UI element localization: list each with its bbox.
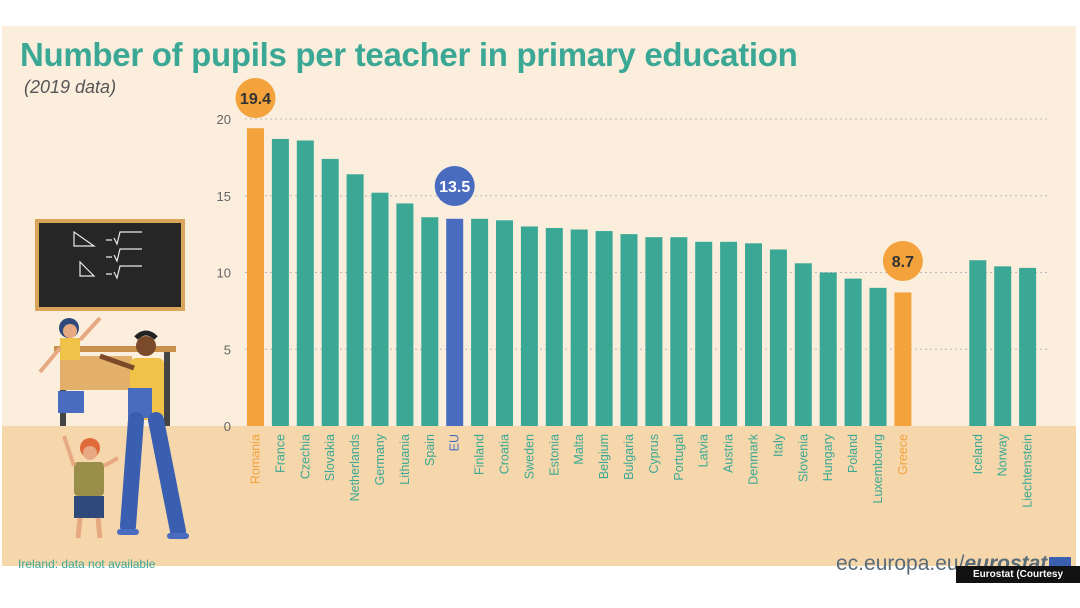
bar: [670, 237, 688, 426]
bar: [421, 217, 439, 426]
category-label: Netherlands: [348, 434, 362, 501]
source-domain: ec.europa.eu/: [836, 552, 965, 575]
chart-subtitle: (2019 data): [24, 77, 117, 97]
category-label: Portugal: [672, 434, 686, 481]
blackboard: [35, 219, 185, 311]
category-label: EU: [448, 434, 462, 451]
category-label: Estonia: [547, 434, 561, 476]
category-labels: Romania France Czechia Slovakia Netherlands G…: [249, 433, 1035, 507]
bar: [371, 192, 389, 426]
chart-title: Number of pupils per teacher in primary …: [20, 36, 798, 73]
data-label: 8.7: [892, 254, 914, 271]
data-label: 13.5: [439, 179, 470, 196]
category-label: Bulgaria: [622, 434, 636, 480]
bars: [247, 128, 1037, 426]
category-label: Finland: [473, 434, 487, 475]
bar: [520, 226, 538, 426]
classroom-illustration: [35, 219, 189, 539]
category-label: Belgium: [597, 434, 611, 479]
category-label: Hungary: [821, 433, 835, 481]
category-label: Norway: [996, 433, 1010, 476]
bar: [969, 260, 987, 426]
bar: [321, 158, 339, 426]
category-label: Spain: [423, 434, 437, 466]
infographic-panel: Number of pupils per teacher in primary …: [2, 26, 1076, 581]
category-label: Latvia: [697, 434, 711, 467]
bar: [446, 218, 464, 426]
bar: [894, 292, 912, 426]
bar-chart: 0 5 10 15 20 Romania France Czechia Slovakia Net…: [217, 78, 1048, 508]
category-label: Luxembourg: [871, 434, 885, 504]
category-label: Slovakia: [323, 434, 337, 481]
data-label-badge: [235, 78, 276, 118]
category-label: Iceland: [971, 434, 985, 474]
bar: [695, 241, 713, 426]
bar: [645, 237, 663, 426]
boy-figure: [62, 435, 119, 539]
category-label: France: [273, 434, 287, 473]
photo-credit: Eurostat (Courtesy Photo): [956, 566, 1080, 597]
data-label-badge: [434, 166, 475, 206]
bar: [346, 174, 364, 426]
category-label: Italy: [771, 433, 785, 457]
bar: [296, 140, 314, 426]
bar: [1019, 267, 1037, 426]
data-label: 19.4: [240, 91, 271, 108]
bar: [994, 266, 1012, 426]
category-label: Denmark: [747, 433, 761, 484]
teacher-figure: [99, 330, 189, 539]
category-label: Germany: [373, 433, 387, 485]
y-tick-label: 5: [224, 342, 231, 357]
bar: [545, 227, 563, 426]
category-label: Croatia: [498, 434, 512, 474]
y-tick-label: 20: [217, 112, 231, 127]
bar: [247, 128, 264, 426]
data-label-badge: [882, 241, 923, 281]
category-label: Malta: [572, 434, 586, 465]
bar: [819, 272, 837, 426]
footnote: Ireland: data not available: [18, 557, 156, 571]
category-label: Romania: [249, 434, 263, 484]
category-label: Liechtenstein: [1021, 434, 1035, 508]
bar: [570, 229, 588, 426]
bar: [471, 218, 489, 426]
girl-figure: [38, 316, 102, 413]
category-label: Slovenia: [796, 434, 810, 482]
category-label: Czechia: [298, 434, 312, 479]
bar: [620, 234, 638, 426]
y-axis: 0 5 10 15 20: [217, 112, 231, 434]
category-label: Poland: [846, 434, 860, 473]
bar: [869, 287, 887, 426]
bar: [496, 220, 513, 426]
bar: [794, 263, 812, 426]
y-tick-label: 10: [217, 266, 231, 281]
bar: [271, 138, 289, 426]
bar: [745, 243, 762, 426]
bar: [396, 203, 414, 426]
category-label: Sweden: [522, 434, 536, 479]
y-tick-label: 15: [217, 189, 231, 204]
category-label: Lithuania: [398, 434, 412, 485]
bar: [595, 231, 613, 426]
floor-band: [2, 426, 1076, 566]
data-labels: 19.4 13.5 8.7: [235, 78, 923, 281]
category-label: Greece: [896, 434, 910, 475]
category-label: Austria: [722, 434, 736, 473]
category-label: Cyprus: [647, 434, 661, 474]
bar: [844, 278, 862, 426]
y-tick-label: 0: [224, 419, 231, 434]
footer-strip: [2, 566, 1076, 581]
bar: [720, 241, 738, 426]
bar: [769, 249, 787, 426]
